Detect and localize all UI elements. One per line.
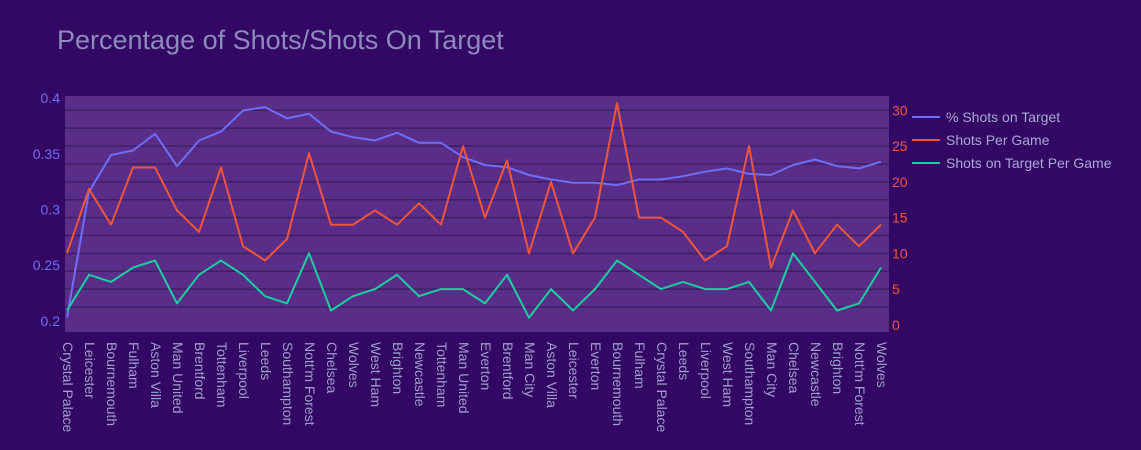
legend-item[interactable]: % Shots on Target	[912, 109, 1060, 125]
x-tick-label: Liverpool	[236, 342, 252, 399]
x-tick-label: Man United	[456, 342, 472, 414]
x-tick-label: Brighton	[830, 342, 846, 394]
x-tick-label: Man City	[764, 342, 780, 397]
x-tick-label: Nott'm Forest	[852, 342, 868, 426]
x-tick-label: West Ham	[720, 342, 736, 407]
legend[interactable]: % Shots on Target Shots Per Game Shots on …	[912, 109, 1112, 171]
x-axis: Crystal Palace Leicester Bournemouth Fulham…	[60, 342, 890, 432]
x-tick-label: Fulham	[126, 342, 142, 389]
y-right-tick-label: 5	[892, 281, 900, 297]
legend-item[interactable]: Shots Per Game	[912, 132, 1050, 148]
x-tick-label: Nott'm Forest	[302, 342, 318, 426]
x-tick-label: West Ham	[368, 342, 384, 407]
x-tick-label: Southampton	[742, 342, 758, 425]
legend-label: Shots on Target Per Game	[946, 155, 1112, 171]
y-right-tick-label: 20	[892, 174, 908, 190]
x-tick-label: Crystal Palace	[654, 342, 670, 432]
x-tick-label: Southampton	[280, 342, 296, 425]
series-line-3[interactable]	[66, 252, 882, 319]
series-line-1[interactable]	[66, 106, 882, 318]
x-tick-label: Chelsea	[324, 342, 340, 394]
y-right-tick-label: 30	[892, 102, 908, 118]
plot-area	[65, 96, 889, 332]
x-tick-label: Aston Villa	[544, 342, 560, 408]
x-tick-label: Wolves	[346, 342, 362, 388]
x-tick-label: Bournemouth	[104, 342, 120, 426]
x-tick-label: Leeds	[258, 342, 274, 380]
x-tick-label: Tottenham	[214, 342, 230, 407]
x-tick-label: Chelsea	[786, 342, 802, 394]
series-line-2[interactable]	[66, 102, 882, 269]
x-tick-label: Man United	[170, 342, 186, 414]
x-tick-label: Everton	[478, 342, 494, 390]
gridlines	[65, 109, 889, 308]
chart-title: Percentage of Shots/Shots On Target	[57, 25, 504, 55]
x-tick-label: Tottenham	[434, 342, 450, 407]
x-tick-label: Brentford	[500, 342, 516, 400]
x-tick-label: Crystal Palace	[60, 342, 76, 432]
legend-label: Shots Per Game	[946, 132, 1050, 148]
x-tick-label: Leeds	[676, 342, 692, 380]
x-tick-label: Aston Villa	[148, 342, 164, 408]
x-tick-label: Fulham	[632, 342, 648, 389]
legend-item[interactable]: Shots on Target Per Game	[912, 155, 1112, 171]
x-tick-label: Leicester	[82, 342, 98, 399]
y-right-tick-label: 25	[892, 138, 908, 154]
x-tick-label: Bournemouth	[610, 342, 626, 426]
x-tick-label: Man City	[522, 342, 538, 397]
x-tick-label: Brentford	[192, 342, 208, 400]
x-tick-label: Liverpool	[698, 342, 714, 399]
y-left-tick-label: 0.3	[41, 202, 61, 218]
x-tick-label: Leicester	[566, 342, 582, 399]
y-left-tick-label: 0.25	[33, 257, 60, 273]
x-tick-label: Newcastle	[412, 342, 428, 407]
y-axis-right: 0 5 10 15 20 25 30	[892, 102, 908, 333]
y-right-tick-label: 0	[892, 317, 900, 333]
y-axis-left: 0.2 0.25 0.3 0.35 0.4	[33, 90, 60, 329]
series-lines	[66, 102, 882, 319]
y-left-tick-label: 0.2	[41, 313, 61, 329]
x-tick-label: Wolves	[874, 342, 890, 388]
legend-label: % Shots on Target	[946, 109, 1060, 125]
x-tick-label: Everton	[588, 342, 604, 390]
y-right-tick-label: 10	[892, 245, 908, 261]
y-left-tick-label: 0.35	[33, 146, 60, 162]
x-tick-label: Newcastle	[808, 342, 824, 407]
y-right-tick-label: 15	[892, 210, 908, 226]
y-left-tick-label: 0.4	[41, 90, 61, 106]
x-tick-label: Brighton	[390, 342, 406, 394]
